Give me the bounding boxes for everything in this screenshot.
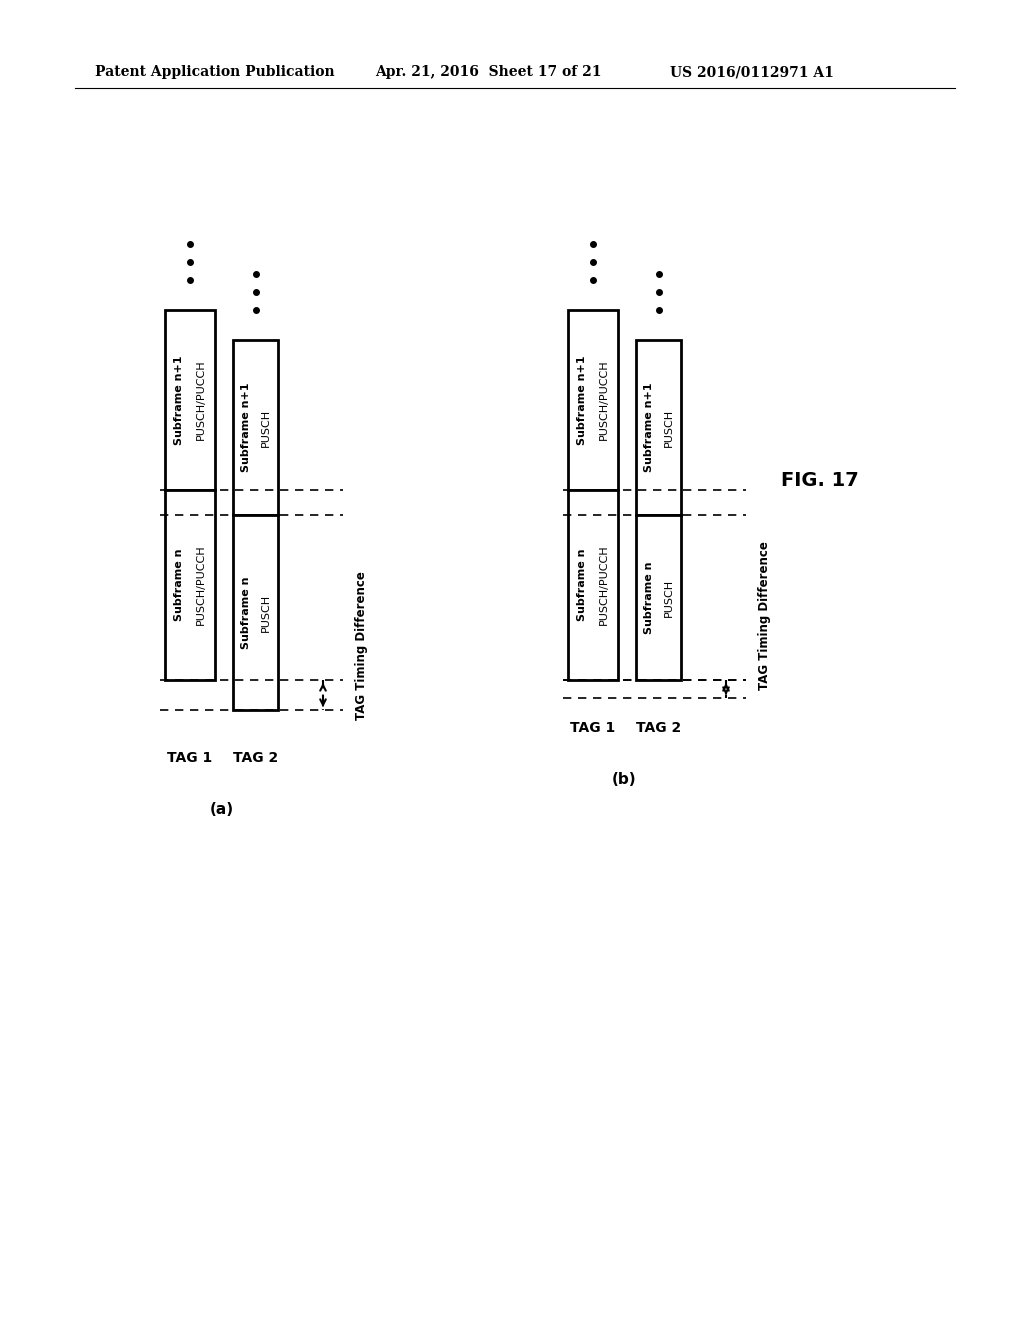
Text: TAG 2: TAG 2	[636, 721, 681, 735]
Bar	[165, 310, 215, 490]
Text: PUSCH: PUSCH	[664, 408, 674, 446]
Text: PUSCH: PUSCH	[664, 578, 674, 616]
Text: Subframe n: Subframe n	[241, 577, 251, 648]
Text: US 2016/0112971 A1: US 2016/0112971 A1	[670, 65, 834, 79]
Text: TAG Timing Difference: TAG Timing Difference	[758, 541, 771, 690]
Text: Apr. 21, 2016  Sheet 17 of 21: Apr. 21, 2016 Sheet 17 of 21	[375, 65, 601, 79]
Text: TAG 2: TAG 2	[232, 751, 279, 766]
Text: (a): (a)	[210, 803, 233, 817]
Bar	[568, 490, 618, 680]
Text: TAG 1: TAG 1	[570, 721, 615, 735]
Text: Patent Application Publication: Patent Application Publication	[95, 65, 335, 79]
Text: Subframe n: Subframe n	[577, 549, 587, 622]
Text: TAG 1: TAG 1	[167, 751, 213, 766]
Text: PUSCH: PUSCH	[260, 594, 270, 631]
Text: TAG Timing Difference: TAG Timing Difference	[355, 572, 368, 719]
Bar	[233, 515, 278, 710]
Text: PUSCH/PUCCH: PUSCH/PUCCH	[196, 545, 206, 626]
Bar	[233, 341, 278, 515]
Bar	[636, 515, 681, 680]
Text: PUSCH/PUCCH: PUSCH/PUCCH	[196, 359, 206, 441]
Text: PUSCH: PUSCH	[260, 408, 270, 446]
Bar	[636, 341, 681, 515]
Text: FIG. 17: FIG. 17	[781, 470, 859, 490]
Bar	[568, 310, 618, 490]
Text: Subframe n: Subframe n	[644, 561, 653, 634]
Bar	[165, 490, 215, 680]
Text: Subframe n+1: Subframe n+1	[644, 383, 653, 473]
Text: (b): (b)	[612, 772, 637, 788]
Text: Subframe n+1: Subframe n+1	[174, 355, 184, 445]
Text: Subframe n: Subframe n	[174, 549, 184, 622]
Text: PUSCH/PUCCH: PUSCH/PUCCH	[599, 359, 609, 441]
Text: Subframe n+1: Subframe n+1	[241, 383, 251, 473]
Text: PUSCH/PUCCH: PUSCH/PUCCH	[599, 545, 609, 626]
Text: Subframe n+1: Subframe n+1	[577, 355, 587, 445]
